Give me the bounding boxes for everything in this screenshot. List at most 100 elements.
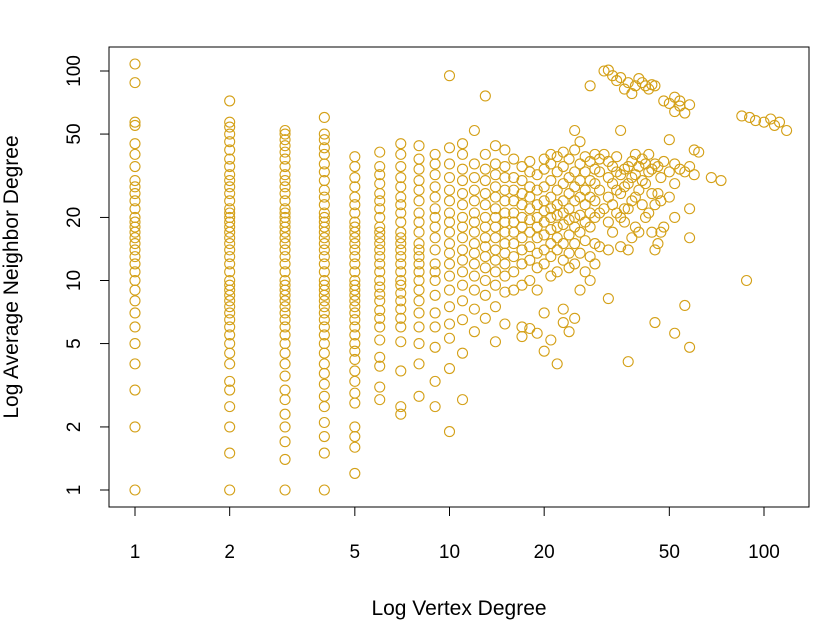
data-point xyxy=(318,258,330,270)
data-point xyxy=(468,184,480,196)
data-point xyxy=(224,128,236,140)
data-point xyxy=(563,262,575,274)
data-point xyxy=(318,378,330,390)
data-point xyxy=(129,244,141,256)
plot-frame xyxy=(108,46,810,508)
data-point xyxy=(456,188,469,200)
y-tick-label: 20 xyxy=(64,207,85,228)
data-point xyxy=(639,80,652,92)
data-point xyxy=(129,266,141,278)
data-point xyxy=(468,258,480,270)
data-point xyxy=(374,312,386,324)
data-point xyxy=(349,314,361,326)
data-point xyxy=(279,195,291,207)
data-point xyxy=(633,184,645,196)
data-point xyxy=(224,321,236,333)
data-point xyxy=(224,116,236,128)
data-point xyxy=(524,214,536,226)
data-point xyxy=(468,238,480,250)
data-point xyxy=(443,70,456,82)
data-point xyxy=(129,195,141,207)
data-point xyxy=(279,338,291,350)
data-point xyxy=(663,166,675,178)
data-point xyxy=(413,207,425,219)
data-point xyxy=(705,172,717,184)
data-point xyxy=(429,341,441,353)
data-point xyxy=(279,203,291,215)
data-point xyxy=(224,121,236,133)
data-point xyxy=(429,375,441,387)
data-point xyxy=(602,64,614,76)
data-point xyxy=(224,232,236,244)
data-point xyxy=(395,401,407,413)
data-point xyxy=(569,238,581,250)
data-point xyxy=(602,293,614,305)
data-point xyxy=(129,188,141,200)
data-point xyxy=(489,158,502,170)
data-point xyxy=(395,216,407,228)
data-point xyxy=(395,295,407,307)
data-point xyxy=(516,174,528,187)
data-point xyxy=(715,174,727,187)
data-point xyxy=(279,232,291,244)
data-point xyxy=(279,394,291,406)
data-point xyxy=(129,77,141,89)
data-point xyxy=(551,199,563,211)
x-tick-label: 5 xyxy=(350,542,361,563)
data-point xyxy=(574,284,586,296)
data-point xyxy=(531,221,543,233)
data-point xyxy=(489,301,502,313)
data-point xyxy=(508,216,520,228)
data-point xyxy=(557,160,569,173)
data-point xyxy=(318,430,330,443)
data-point xyxy=(279,251,291,263)
data-point xyxy=(429,232,441,244)
data-point xyxy=(395,232,407,244)
data-point xyxy=(395,279,407,291)
data-point xyxy=(545,191,557,203)
data-point xyxy=(468,284,480,296)
data-point xyxy=(374,178,386,190)
data-point xyxy=(456,221,469,233)
data-point xyxy=(569,258,581,270)
data-point xyxy=(538,153,550,165)
data-point xyxy=(279,266,291,278)
data-point xyxy=(646,163,658,175)
data-point xyxy=(545,224,557,236)
data-point xyxy=(531,169,543,181)
data-point xyxy=(636,199,648,211)
data-point xyxy=(318,329,330,341)
data-point xyxy=(626,172,638,184)
data-point xyxy=(318,390,330,402)
data-point xyxy=(413,274,425,287)
data-point xyxy=(443,362,456,375)
data-point xyxy=(395,303,407,315)
data-point xyxy=(468,216,480,228)
data-point xyxy=(679,299,691,312)
data-point xyxy=(607,178,619,190)
data-point xyxy=(636,174,648,187)
data-point xyxy=(531,232,543,244)
data-point xyxy=(499,172,511,184)
data-point xyxy=(413,258,425,270)
data-point xyxy=(669,327,681,339)
data-point xyxy=(479,90,491,102)
data-point xyxy=(374,232,386,244)
data-point xyxy=(557,146,569,158)
data-point xyxy=(429,158,441,170)
data-point xyxy=(602,216,614,228)
data-point xyxy=(395,160,407,173)
data-point xyxy=(468,247,480,259)
data-point xyxy=(615,169,627,181)
data-point xyxy=(649,316,661,329)
data-point xyxy=(224,238,236,250)
data-point xyxy=(468,124,480,137)
y-tick-label: 100 xyxy=(64,55,85,87)
data-point xyxy=(279,181,291,193)
data-point xyxy=(516,244,528,256)
data-point xyxy=(224,266,236,278)
data-point xyxy=(579,184,591,196)
data-point xyxy=(443,207,456,219)
data-point xyxy=(684,160,696,173)
data-point xyxy=(395,148,407,160)
